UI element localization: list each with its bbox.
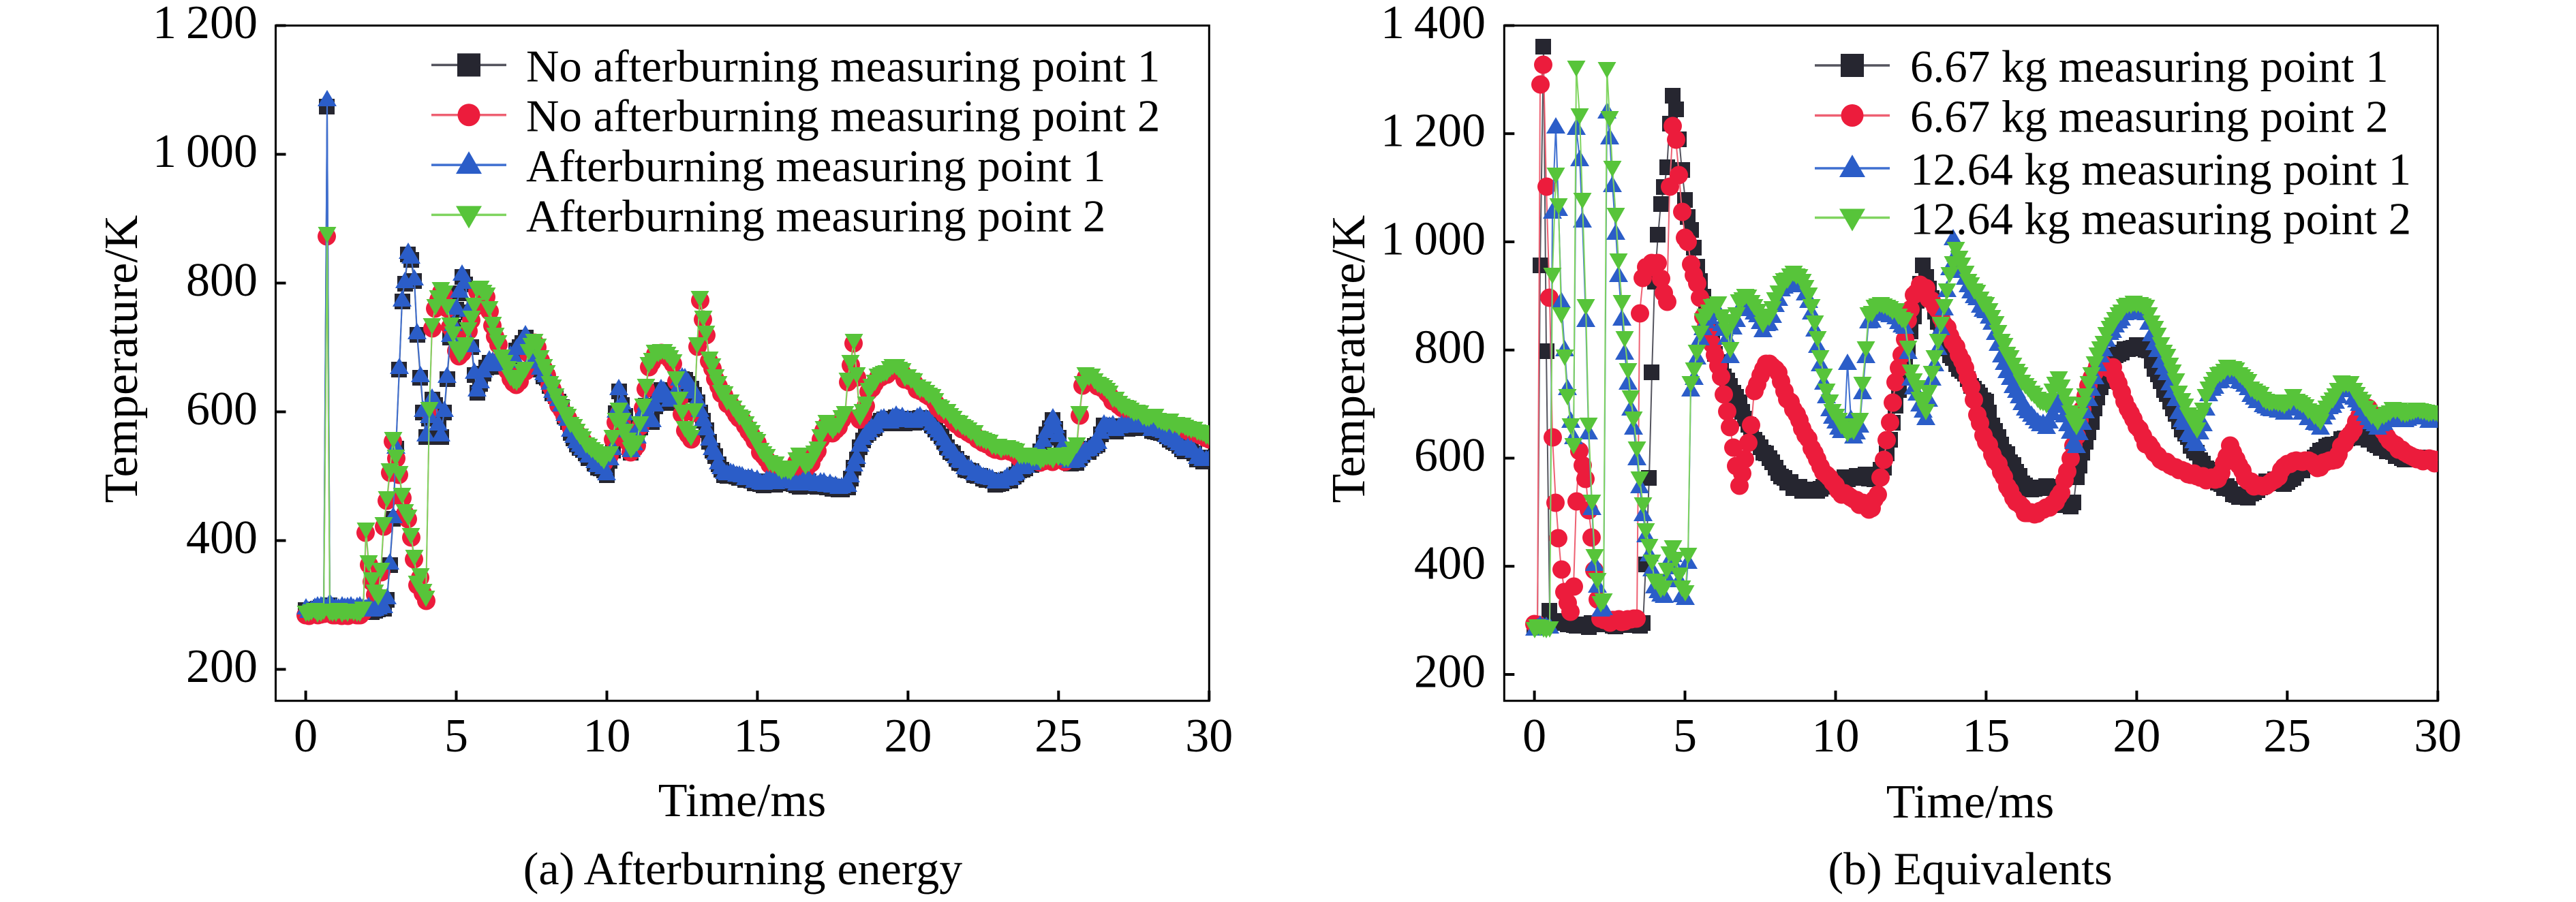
svg-text:Temperature/K: Temperature/K — [1323, 215, 1375, 503]
svg-text:10: 10 — [1812, 710, 1860, 762]
svg-text:0: 0 — [1522, 710, 1546, 762]
svg-text:600: 600 — [186, 383, 258, 435]
svg-text:6.67 kg measuring point 1: 6.67 kg measuring point 1 — [1910, 42, 2389, 92]
svg-text:5: 5 — [1673, 710, 1697, 762]
svg-text:15: 15 — [1962, 710, 2010, 762]
svg-text:0: 0 — [294, 710, 318, 762]
svg-text:800: 800 — [1414, 321, 1486, 373]
svg-text:Time/ms: Time/ms — [658, 775, 826, 827]
svg-text:25: 25 — [1034, 710, 1082, 762]
svg-text:20: 20 — [2113, 710, 2160, 762]
svg-text:1 000: 1 000 — [153, 125, 258, 178]
svg-text:(b) Equivalents: (b) Equivalents — [1828, 843, 2112, 895]
svg-text:6.67 kg measuring point 2: 6.67 kg measuring point 2 — [1910, 92, 2389, 142]
svg-text:Temperature/K: Temperature/K — [95, 215, 148, 503]
svg-text:200: 200 — [1414, 646, 1486, 698]
svg-text:400: 400 — [1414, 538, 1486, 590]
svg-text:10: 10 — [583, 710, 631, 762]
svg-text:15: 15 — [733, 710, 781, 762]
svg-text:800: 800 — [186, 254, 258, 307]
svg-text:No afterburning measuring poin: No afterburning measuring point 2 — [526, 91, 1160, 142]
svg-text:30: 30 — [1185, 710, 1233, 762]
svg-text:30: 30 — [2414, 710, 2462, 762]
svg-text:Time/ms: Time/ms — [1886, 776, 2054, 828]
svg-text:25: 25 — [2263, 710, 2311, 762]
svg-text:600: 600 — [1414, 429, 1486, 482]
svg-text:Afterburning measuring point 1: Afterburning measuring point 1 — [526, 141, 1105, 191]
svg-text:12.64 kg measuring point 1: 12.64 kg measuring point 1 — [1910, 144, 2411, 195]
svg-text:400: 400 — [186, 512, 258, 564]
svg-text:1 200: 1 200 — [153, 0, 258, 49]
svg-text:1 400: 1 400 — [1381, 0, 1486, 49]
svg-text:No afterburning measuring poin: No afterburning measuring point 1 — [526, 41, 1160, 91]
svg-text:5: 5 — [444, 710, 468, 762]
svg-text:200: 200 — [186, 640, 258, 693]
svg-text:Afterburning measuring point 2: Afterburning measuring point 2 — [526, 191, 1105, 241]
svg-text:20: 20 — [884, 710, 932, 762]
svg-text:1 200: 1 200 — [1381, 105, 1486, 157]
svg-text:12.64 kg measuring point 2: 12.64 kg measuring point 2 — [1910, 194, 2411, 245]
svg-text:(a) Afterburning energy: (a) Afterburning energy — [523, 843, 963, 895]
svg-text:1 000: 1 000 — [1381, 213, 1486, 266]
